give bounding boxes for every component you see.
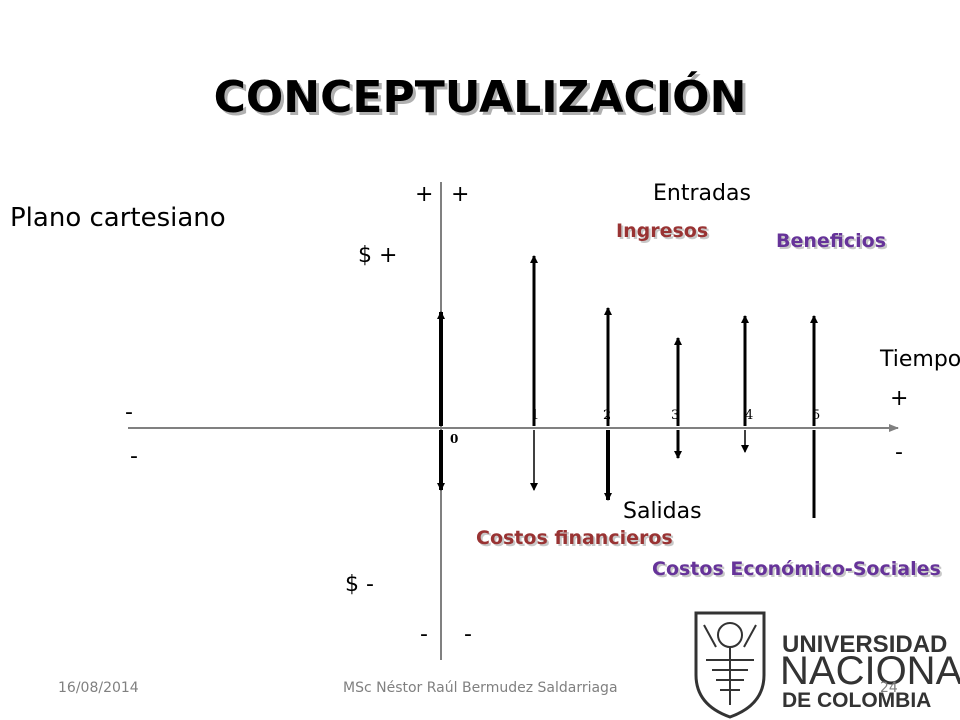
slide-title: CONCEPTUALIZACIÓN bbox=[213, 72, 747, 123]
ingresos-label: Ingresos bbox=[616, 220, 709, 242]
beneficios-label: Beneficios bbox=[776, 230, 887, 252]
logo-line-3: DE COLOMBIA bbox=[782, 689, 932, 712]
footer-author: MSc Néstor Raúl Bermudez Saldarriaga bbox=[343, 680, 618, 696]
logo-line-1: UNIVERSIDAD bbox=[782, 631, 948, 658]
period-label-0: 0 bbox=[450, 432, 459, 446]
bottom-right-minus: - bbox=[464, 622, 472, 647]
period-label-1: 1 bbox=[531, 408, 540, 423]
costos-financieros-label: Costos financieros bbox=[476, 527, 673, 549]
period-label-4: 4 bbox=[745, 408, 754, 423]
coat-of-arms-icon bbox=[694, 611, 766, 719]
salidas-label: Salidas bbox=[623, 499, 702, 524]
period-label-2: 2 bbox=[603, 408, 612, 423]
dollar-plus-label: $ + bbox=[358, 243, 398, 268]
logo-line-2: NACIONAL bbox=[780, 649, 960, 693]
left-upper-minus: - bbox=[125, 400, 133, 425]
bottom-left-minus: - bbox=[420, 622, 428, 647]
costos-economico-sociales-label: Costos Económico-Sociales bbox=[652, 558, 941, 580]
plane-label: Plano cartesiano bbox=[10, 203, 226, 233]
left-lower-minus: - bbox=[130, 444, 138, 469]
right-lower-minus: - bbox=[895, 440, 903, 465]
tiempo-label: Tiempo bbox=[880, 347, 960, 372]
university-logo: UNIVERSIDAD NACIONAL DE COLOMBIA bbox=[686, 605, 960, 720]
top-left-plus: + bbox=[415, 182, 434, 207]
right-upper-plus: + bbox=[890, 386, 909, 411]
top-right-plus: + bbox=[451, 182, 470, 207]
period-label-3: 3 bbox=[671, 408, 680, 423]
dollar-minus-label: $ - bbox=[345, 572, 374, 597]
period-label-5: 5 bbox=[812, 408, 821, 423]
footer-date: 16/08/2014 bbox=[58, 680, 139, 696]
footer-page-number: 24 bbox=[880, 680, 898, 696]
entradas-label: Entradas bbox=[653, 181, 751, 206]
